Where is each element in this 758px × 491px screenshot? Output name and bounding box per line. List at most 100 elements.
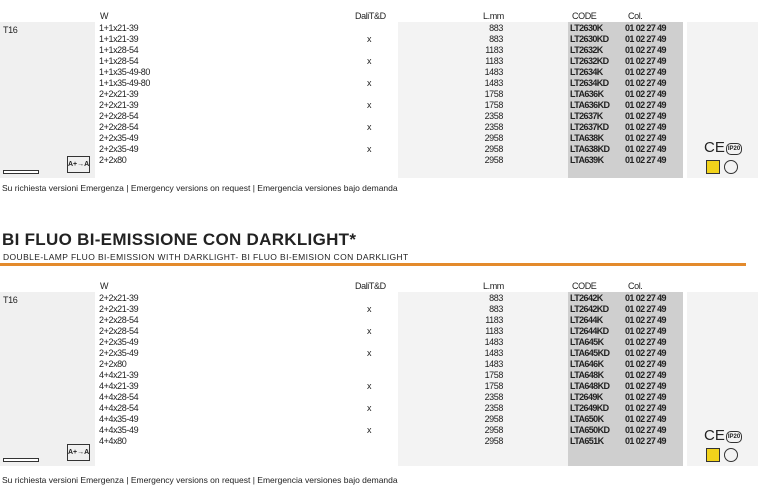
length: 883 bbox=[489, 34, 503, 44]
power: 1+1x21-39 bbox=[99, 23, 139, 33]
code: LT2634KD bbox=[570, 78, 609, 88]
length: 1483 bbox=[484, 359, 504, 369]
color-code: 01 02 27 49 bbox=[625, 293, 667, 303]
code: LTA648K bbox=[570, 370, 604, 380]
color-code: 01 02 27 49 bbox=[625, 315, 667, 325]
code: LT2644KD bbox=[570, 326, 609, 336]
power: 2+2x35-49 bbox=[99, 337, 139, 347]
energy-label: A+→A bbox=[67, 156, 90, 173]
length: 2358 bbox=[484, 403, 504, 413]
power: 1+1x35-49-80 bbox=[99, 78, 150, 88]
panel bbox=[0, 292, 95, 466]
code: LTA639K bbox=[570, 155, 604, 165]
color-code: 01 02 27 49 bbox=[625, 304, 667, 314]
code: LTA645K bbox=[570, 337, 604, 347]
panel bbox=[687, 292, 758, 466]
panel bbox=[398, 292, 568, 466]
power: 2+2x21-39 bbox=[99, 293, 139, 303]
length: 2958 bbox=[484, 425, 504, 435]
panel bbox=[687, 22, 758, 178]
panel bbox=[398, 22, 568, 178]
dali-mark: x bbox=[367, 78, 372, 88]
header-code: CODE bbox=[572, 281, 597, 291]
color-code: 01 02 27 49 bbox=[625, 133, 667, 143]
power: 4+4x21-39 bbox=[99, 381, 139, 391]
length: 1758 bbox=[484, 89, 504, 99]
color-code: 01 02 27 49 bbox=[625, 100, 667, 110]
power: 4+4x28-54 bbox=[99, 403, 139, 413]
dali-mark: x bbox=[367, 56, 372, 66]
color-code: 01 02 27 49 bbox=[625, 326, 667, 336]
power: 2+2x28-54 bbox=[99, 111, 139, 121]
header-dali: DaliT&D bbox=[355, 11, 386, 21]
power: 1+1x21-39 bbox=[99, 34, 139, 44]
divider bbox=[0, 263, 746, 266]
color-code: 01 02 27 49 bbox=[625, 67, 667, 77]
footer-note: Su richiesta versioni Emergenza | Emerge… bbox=[2, 475, 398, 485]
power: 2+2x28-54 bbox=[99, 326, 139, 336]
code: LTA636KD bbox=[570, 100, 610, 110]
power: 2+2x28-54 bbox=[99, 315, 139, 325]
power: 4+4x35-49 bbox=[99, 425, 139, 435]
color-code: 01 02 27 49 bbox=[625, 337, 667, 347]
header-col: Col. bbox=[628, 281, 643, 291]
code: LT2634K bbox=[570, 67, 603, 77]
dali-mark: x bbox=[367, 144, 372, 154]
cert-mark: CE bbox=[704, 139, 725, 156]
code: LT2630KD bbox=[570, 34, 609, 44]
length: 883 bbox=[489, 293, 503, 303]
color-code: 01 02 27 49 bbox=[625, 45, 667, 55]
color-code: 01 02 27 49 bbox=[625, 425, 667, 435]
length: 2958 bbox=[484, 133, 504, 143]
section-title: BI FLUO BI-EMISSIONE CON DARKLIGHT* bbox=[2, 230, 357, 249]
lamp-type: T16 bbox=[3, 295, 18, 305]
power: 2+2x21-39 bbox=[99, 100, 139, 110]
dali-mark: x bbox=[367, 122, 372, 132]
lamp-symbol bbox=[3, 458, 39, 462]
code: LT2630K bbox=[570, 23, 603, 33]
power: 2+2x28-54 bbox=[99, 122, 139, 132]
section-subtitle: DOUBLE-LAMP FLUO BI-EMISSION WITH DARKLI… bbox=[3, 252, 409, 262]
length: 1758 bbox=[484, 100, 504, 110]
code: LT2632KD bbox=[570, 56, 609, 66]
color-code: 01 02 27 49 bbox=[625, 403, 667, 413]
code: LTA646K bbox=[570, 359, 604, 369]
header-col: Col. bbox=[628, 11, 643, 21]
header-w: W bbox=[100, 281, 109, 291]
length: 1183 bbox=[485, 315, 503, 325]
dali-mark: x bbox=[367, 100, 372, 110]
length: 1183 bbox=[485, 326, 503, 336]
color-code: 01 02 27 49 bbox=[625, 89, 667, 99]
dali-mark: x bbox=[367, 425, 372, 435]
code: LT2637K bbox=[570, 111, 603, 121]
color-code: 01 02 27 49 bbox=[625, 436, 667, 446]
code: LT2642KD bbox=[570, 304, 609, 314]
footer-note: Su richiesta versioni Emergenza | Emerge… bbox=[2, 183, 398, 193]
dali-mark: x bbox=[367, 348, 372, 358]
code: LTA650KD bbox=[570, 425, 610, 435]
length: 883 bbox=[489, 23, 503, 33]
code: LTA638K bbox=[570, 133, 604, 143]
power: 2+2x35-49 bbox=[99, 133, 139, 143]
length: 2958 bbox=[484, 436, 504, 446]
power: 4+4x21-39 bbox=[99, 370, 139, 380]
color-code: 01 02 27 49 bbox=[625, 34, 667, 44]
power: 1+1x28-54 bbox=[99, 45, 139, 55]
code: LTA636K bbox=[570, 89, 604, 99]
power: 4+4x35-49 bbox=[99, 414, 139, 424]
power: 4+4x80 bbox=[99, 436, 127, 446]
code: LT2649K bbox=[570, 392, 603, 402]
length: 1758 bbox=[484, 381, 504, 391]
length: 1483 bbox=[484, 67, 504, 77]
dali-mark: x bbox=[367, 381, 372, 391]
ip-rating: IP20 bbox=[726, 431, 742, 443]
length: 2358 bbox=[484, 392, 504, 402]
dali-mark: x bbox=[367, 403, 372, 413]
power: 2+2x21-39 bbox=[99, 89, 139, 99]
code: LTA650K bbox=[570, 414, 604, 424]
length: 1758 bbox=[484, 370, 504, 380]
code: LT2642K bbox=[570, 293, 603, 303]
dali-mark: x bbox=[367, 304, 372, 314]
length: 2358 bbox=[484, 122, 504, 132]
length: 1483 bbox=[484, 337, 504, 347]
